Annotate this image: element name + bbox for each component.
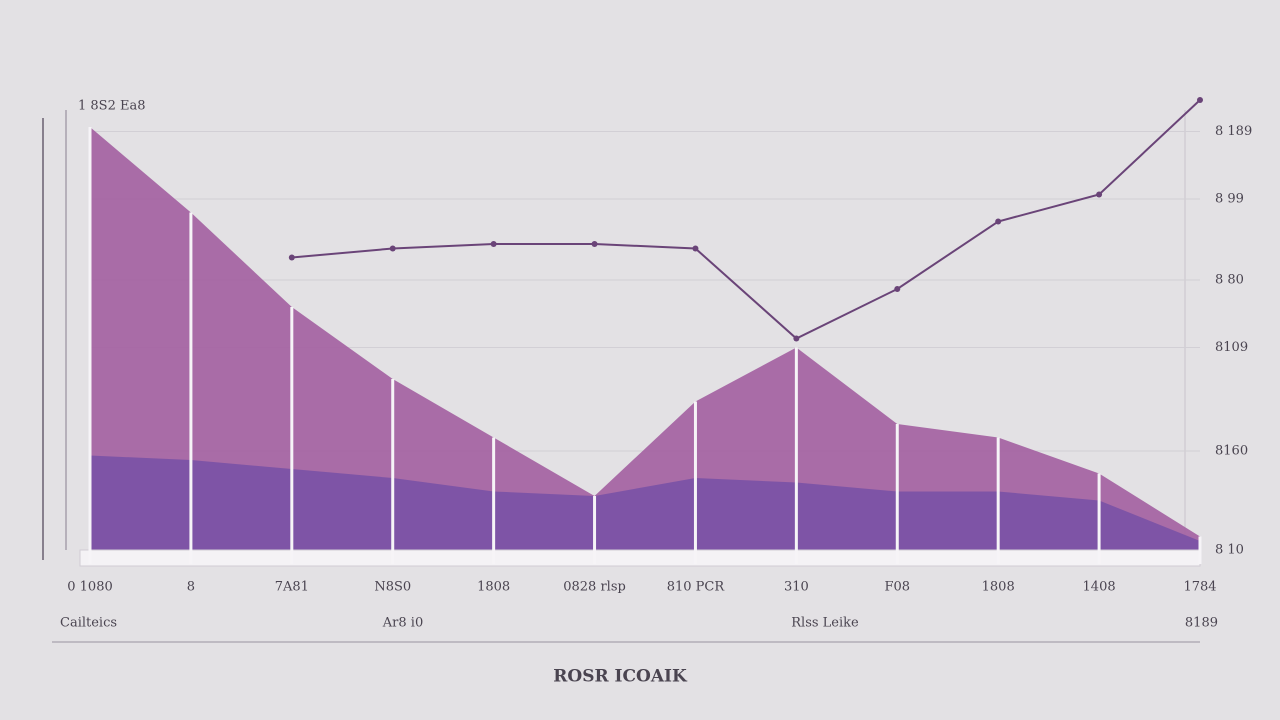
- x-tick-label: 0 1080: [67, 580, 113, 595]
- note: 8189: [1185, 616, 1218, 631]
- point: [793, 335, 800, 342]
- y-tick-label: 8 189: [1215, 124, 1252, 139]
- y-tick-label: 8 99: [1215, 192, 1244, 207]
- baseline: [79, 549, 1201, 567]
- area: [90, 127, 1200, 550]
- x-tick-label: 1408: [1083, 580, 1116, 595]
- y-tick-label: 8 80: [1215, 273, 1244, 288]
- y-tick-label: 8109: [1215, 340, 1248, 355]
- y-tick-label: 8160: [1215, 444, 1248, 459]
- point: [288, 254, 295, 261]
- point: [591, 241, 598, 247]
- point: [1096, 191, 1103, 198]
- x-tick-label: 1784: [1183, 580, 1216, 595]
- point: [894, 286, 901, 292]
- x-tick-label: 7A81: [275, 580, 309, 595]
- area: [90, 455, 1200, 550]
- point: [692, 245, 699, 252]
- note: Rlss Leike: [791, 616, 859, 631]
- y-tick-label: 8 10: [1215, 543, 1244, 558]
- point: [389, 245, 396, 252]
- chart-title: ROSR ICOAIK: [553, 667, 688, 687]
- x-tick-label: 310: [784, 580, 809, 595]
- point: [1197, 97, 1203, 103]
- x-tick-label: 1808: [477, 580, 510, 595]
- x-tick-label: 1808: [982, 580, 1015, 595]
- x-tick-label: N8S0: [374, 580, 411, 595]
- x-tick-label: 0828 rlsp: [563, 580, 626, 595]
- x-tick-label: F08: [884, 580, 910, 595]
- point: [490, 241, 497, 247]
- note: Cailteics: [60, 616, 117, 631]
- x-tick-label: 810 PCR: [667, 580, 726, 595]
- x-tick-label: 8: [187, 580, 195, 595]
- y-axis-label: 1 8S2 Ea8: [78, 99, 146, 114]
- line: [291, 99, 1201, 340]
- note: Ar8 i0: [382, 616, 423, 631]
- point: [995, 218, 1002, 225]
